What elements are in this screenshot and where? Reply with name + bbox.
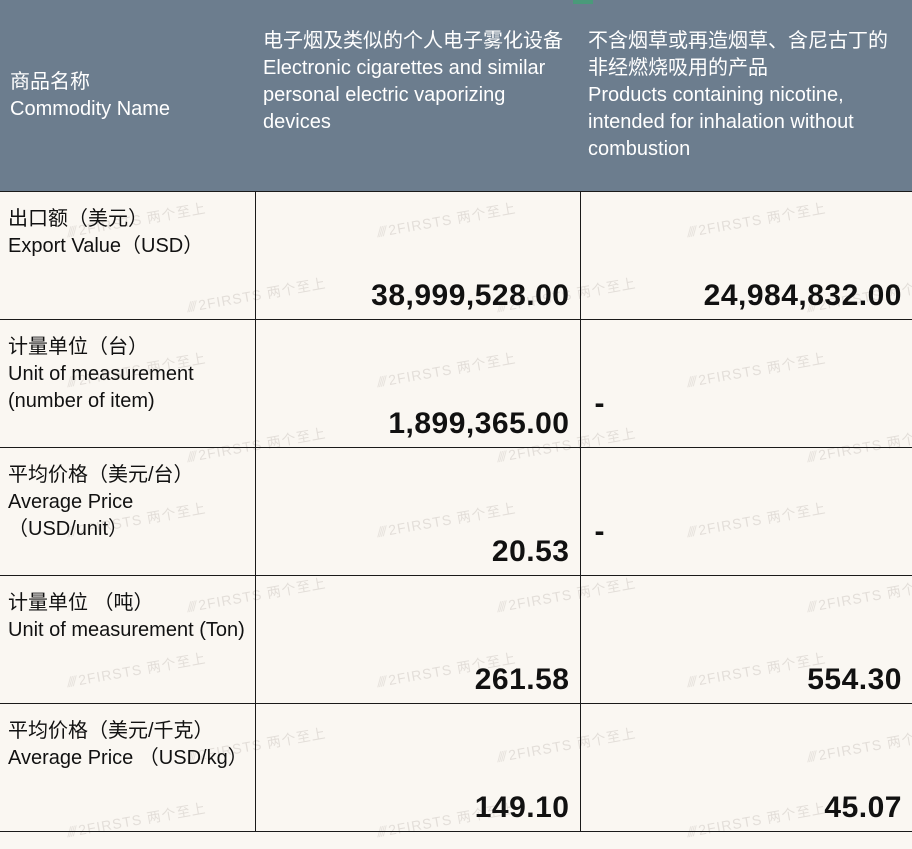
header-label-cn: 商品名称 <box>10 69 243 96</box>
row-label-cell: 计量单位 （吨）Unit of measurement (Ton) <box>0 576 255 704</box>
value-col-b: 24,984,832.00 <box>580 192 912 320</box>
header-label-cell: 商品名称 Commodity Name <box>0 0 255 192</box>
row-label-cn: 平均价格（美元/台） <box>8 462 247 489</box>
row-label-en: Unit of measurement (Ton) <box>8 617 247 644</box>
value-col-a: 149.10 <box>255 704 580 832</box>
row-label-en: Average Price （USD/unit） <box>8 489 247 543</box>
table-row: 出口额（美元） Export Value（USD）38,999,528.0024… <box>0 192 912 320</box>
row-label-cell: 出口额（美元） Export Value（USD） <box>0 192 255 320</box>
value-col-a: 1,899,365.00 <box>255 320 580 448</box>
header-col-b: 不含烟草或再造烟草、含尼古丁的非经燃烧吸用的产品 Products contai… <box>580 0 912 192</box>
header-col-b-en: Products containing nicotine, intended f… <box>588 82 900 163</box>
header-col-a-cn: 电子烟及类似的个人电子雾化设备 <box>263 28 568 55</box>
value-col-b: 45.07 <box>580 704 912 832</box>
row-label-en: Export Value（USD） <box>8 233 247 260</box>
header-col-b-cn: 不含烟草或再造烟草、含尼古丁的非经燃烧吸用的产品 <box>588 28 900 82</box>
value-col-a: 38,999,528.00 <box>255 192 580 320</box>
row-label-cell: 平均价格（美元/台）Average Price （USD/unit） <box>0 448 255 576</box>
row-label-cn: 出口额（美元） <box>8 206 247 233</box>
table-header-row: 商品名称 Commodity Name 电子烟及类似的个人电子雾化设备 Elec… <box>0 0 912 192</box>
accent-bar <box>573 0 593 4</box>
table-body: 出口额（美元） Export Value（USD）38,999,528.0024… <box>0 192 912 832</box>
value-col-a: 20.53 <box>255 448 580 576</box>
value-col-b: 554.30 <box>580 576 912 704</box>
row-label-cn: 计量单位（台） <box>8 334 247 361</box>
table-row: 计量单位（台）Unit of measurement (number of it… <box>0 320 912 448</box>
value-col-a: 261.58 <box>255 576 580 704</box>
row-label-en: Average Price （USD/kg） <box>8 745 247 772</box>
header-col-a: 电子烟及类似的个人电子雾化设备 Electronic cigarettes an… <box>255 0 580 192</box>
commodity-table: 商品名称 Commodity Name 电子烟及类似的个人电子雾化设备 Elec… <box>0 0 912 832</box>
value-col-b: - <box>580 448 912 576</box>
value-col-b: - <box>580 320 912 448</box>
row-label-cn: 平均价格（美元/千克） <box>8 718 247 745</box>
row-label-cell: 平均价格（美元/千克）Average Price （USD/kg） <box>0 704 255 832</box>
table-row: 平均价格（美元/千克）Average Price （USD/kg）149.104… <box>0 704 912 832</box>
row-label-cn: 计量单位 （吨） <box>8 590 247 617</box>
table-row: 计量单位 （吨）Unit of measurement (Ton)261.585… <box>0 576 912 704</box>
row-label-en: Unit of measurement (number of item) <box>8 361 247 415</box>
header-label-en: Commodity Name <box>10 96 243 123</box>
header-col-a-en: Electronic cigarettes and similar person… <box>263 55 568 136</box>
row-label-cell: 计量单位（台）Unit of measurement (number of it… <box>0 320 255 448</box>
table-row: 平均价格（美元/台）Average Price （USD/unit）20.53- <box>0 448 912 576</box>
